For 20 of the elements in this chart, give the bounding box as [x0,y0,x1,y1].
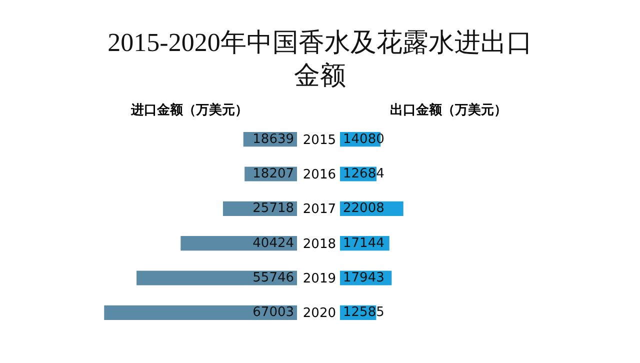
data-label: 40424 [252,236,294,251]
data-label: 17943 [343,270,384,286]
data-label: 55746 [252,270,294,286]
y-tick-label: 2018 [302,236,336,252]
bar [104,305,297,320]
chart-title: 2015-2020年中国香水及花露水进出口金额 [106,27,534,92]
data-label: 25718 [252,201,294,216]
y-tick-label: 2020 [302,306,336,322]
data-label: 22008 [343,201,384,216]
data-label: 18207 [252,166,294,182]
data-label: 17144 [343,236,384,251]
data-label: 18639 [252,132,294,147]
data-label: 67003 [252,305,294,320]
series-label: 进口金额（万美元） [130,102,248,118]
y-tick-label: 2016 [302,168,336,183]
series-label: 出口金额（万美元） [390,102,507,118]
y-tick-label: 2017 [302,202,336,218]
y-tick-label: 2019 [302,272,336,287]
y-tick-label: 2015 [302,132,336,148]
bar [136,270,297,286]
